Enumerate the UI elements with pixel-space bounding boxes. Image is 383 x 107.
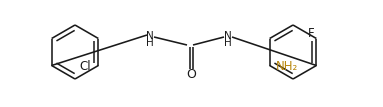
Text: H: H <box>224 38 232 48</box>
Text: N: N <box>146 31 154 41</box>
Text: Cl: Cl <box>80 60 91 73</box>
Text: H: H <box>146 38 154 48</box>
Text: NH₂: NH₂ <box>275 60 298 73</box>
Text: F: F <box>308 27 315 40</box>
Text: O: O <box>186 68 196 80</box>
Text: N: N <box>224 31 232 41</box>
